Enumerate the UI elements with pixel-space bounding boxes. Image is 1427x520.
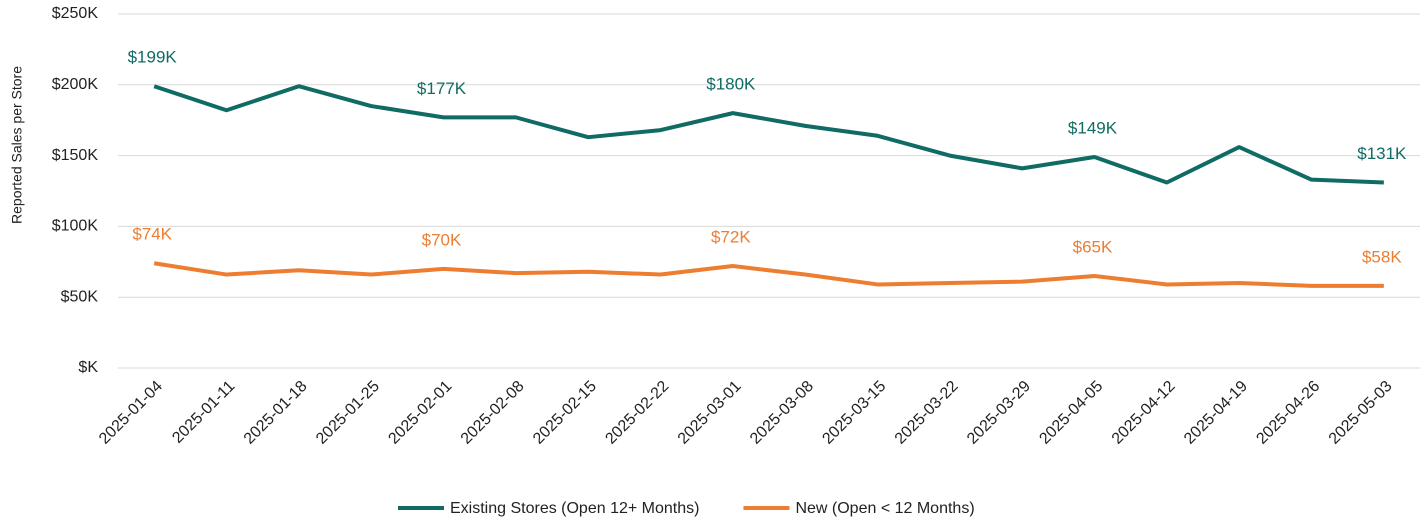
- x-tick-label: 2025-01-11: [169, 378, 238, 447]
- data-label: $199K: [128, 48, 178, 67]
- data-label: $74K: [132, 225, 172, 244]
- x-tick-label: 2025-03-08: [747, 378, 817, 448]
- x-tick-label: 2025-02-22: [602, 378, 672, 448]
- x-tick-label: 2025-04-26: [1253, 378, 1323, 448]
- series-line: [153, 261, 1384, 288]
- data-label: $177K: [417, 79, 467, 98]
- y-tick-label: $100K: [52, 218, 99, 235]
- x-tick-label: 2025-02-08: [458, 378, 528, 448]
- x-tick-label: 2025-02-15: [530, 378, 600, 448]
- x-tick-label: 2025-02-01: [385, 378, 455, 448]
- x-tick-label: 2025-05-03: [1326, 378, 1396, 448]
- x-tick-label: 2025-04-05: [1036, 378, 1106, 448]
- x-tick-label: 2025-01-18: [241, 378, 311, 448]
- data-label: $180K: [706, 75, 756, 94]
- x-tick-label: 2025-03-15: [819, 378, 889, 448]
- data-label: $65K: [1073, 237, 1113, 256]
- y-tick-label: $200K: [52, 76, 99, 93]
- series-line: [153, 84, 1384, 185]
- data-label: $58K: [1362, 247, 1402, 266]
- data-label: $131K: [1357, 144, 1407, 163]
- legend-label: New (Open < 12 Months): [795, 500, 974, 517]
- y-axis-title: Reported Sales per Store: [9, 66, 25, 224]
- x-tick-label: 2025-03-01: [675, 378, 745, 448]
- data-label: $72K: [711, 228, 751, 247]
- x-tick-label: 2025-04-19: [1181, 378, 1251, 448]
- x-tick-label: 2025-01-25: [313, 378, 383, 448]
- x-tick-label: 2025-03-29: [964, 378, 1034, 448]
- y-tick-label: $150K: [52, 147, 99, 164]
- data-label: $149K: [1068, 119, 1118, 138]
- x-tick-label: 2025-04-12: [1109, 378, 1179, 448]
- x-tick-label: 2025-03-22: [892, 378, 962, 448]
- data-label: $70K: [422, 230, 462, 249]
- legend-label: Existing Stores (Open 12+ Months): [450, 500, 699, 517]
- x-tick-label: 2025-01-04: [96, 378, 166, 448]
- y-tick-label: $50K: [61, 288, 99, 305]
- y-tick-label: $K: [78, 359, 98, 376]
- y-tick-label: $250K: [52, 5, 99, 22]
